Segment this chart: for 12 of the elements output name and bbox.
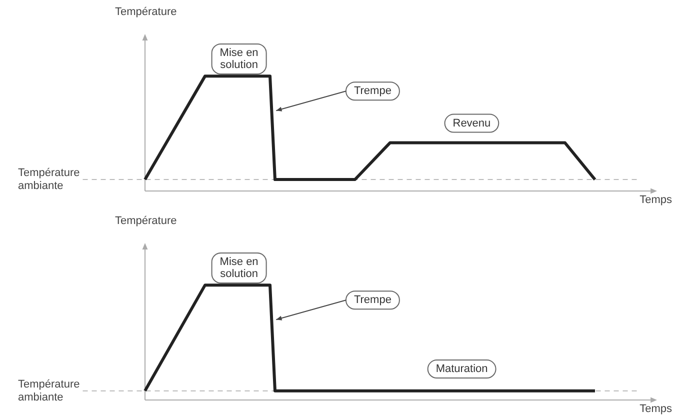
annotation: Trempe xyxy=(354,294,392,306)
annotation: Revenu xyxy=(452,117,491,130)
x-axis-title: Temps xyxy=(640,194,672,206)
ref-line-label: Température ambiante xyxy=(18,378,80,404)
x-axis-title: Temps xyxy=(640,403,672,416)
y-axis-title: Température xyxy=(115,6,177,18)
ref-line-label: Température ambiante xyxy=(18,167,80,192)
annotation: Maturation xyxy=(436,363,488,376)
text: Mise en solution xyxy=(220,47,258,72)
y-axis-title: Température xyxy=(115,215,177,228)
annotation: Trempe xyxy=(354,85,392,98)
text: Mise en solution xyxy=(220,256,258,280)
